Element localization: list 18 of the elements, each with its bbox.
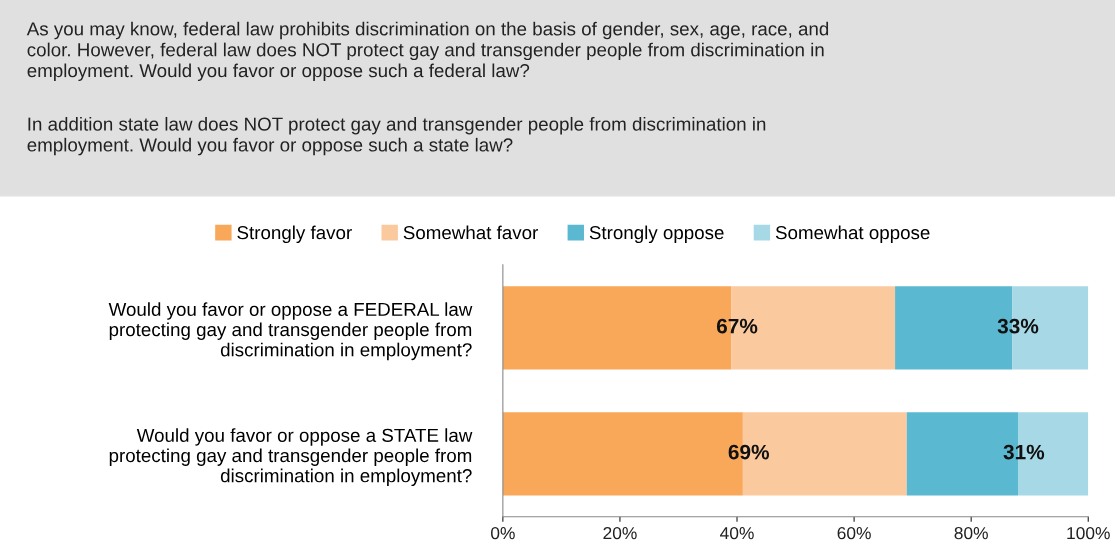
annotation: 69% xyxy=(728,444,770,460)
x-tick-label: 40% xyxy=(720,526,754,540)
legend-label: Strongly oppose xyxy=(589,225,724,244)
annotation: 31% xyxy=(1003,444,1045,460)
chart-subtitle: In addition state law does NOT protect gay and transgender people from discrimination in employment. Would you favor or oppose such a state law? xyxy=(27,116,766,156)
chart-title: As you may know, federal law prohibits discrimination on the basis of gender, sex, age, race, and color. However, federal law does NOT protect gay and transgender people from discrimination in employment. Would you favor or oppose such a federal law? xyxy=(26,21,829,81)
x-tick-label: 20% xyxy=(603,526,637,540)
x-tick-label: 80% xyxy=(954,526,988,540)
legend-label: Strongly favor xyxy=(237,225,352,244)
annotation: 33% xyxy=(997,318,1039,334)
annotation: 67% xyxy=(716,318,758,334)
y-tick-label: Would you favor or oppose a STATE law protecting gay and transgender people from discrimination in employment? xyxy=(109,428,473,487)
x-tick-label: 100% xyxy=(1067,526,1110,540)
x-tick-label: 60% xyxy=(837,526,871,540)
legend-label: Somewhat favor xyxy=(403,225,538,240)
x-tick-label: 0% xyxy=(491,526,515,540)
legend-label: Somewhat oppose xyxy=(775,225,930,244)
y-tick-label: Would you favor or oppose a FEDERAL law protecting gay and transgender people from discrimination in employment? xyxy=(108,302,473,361)
